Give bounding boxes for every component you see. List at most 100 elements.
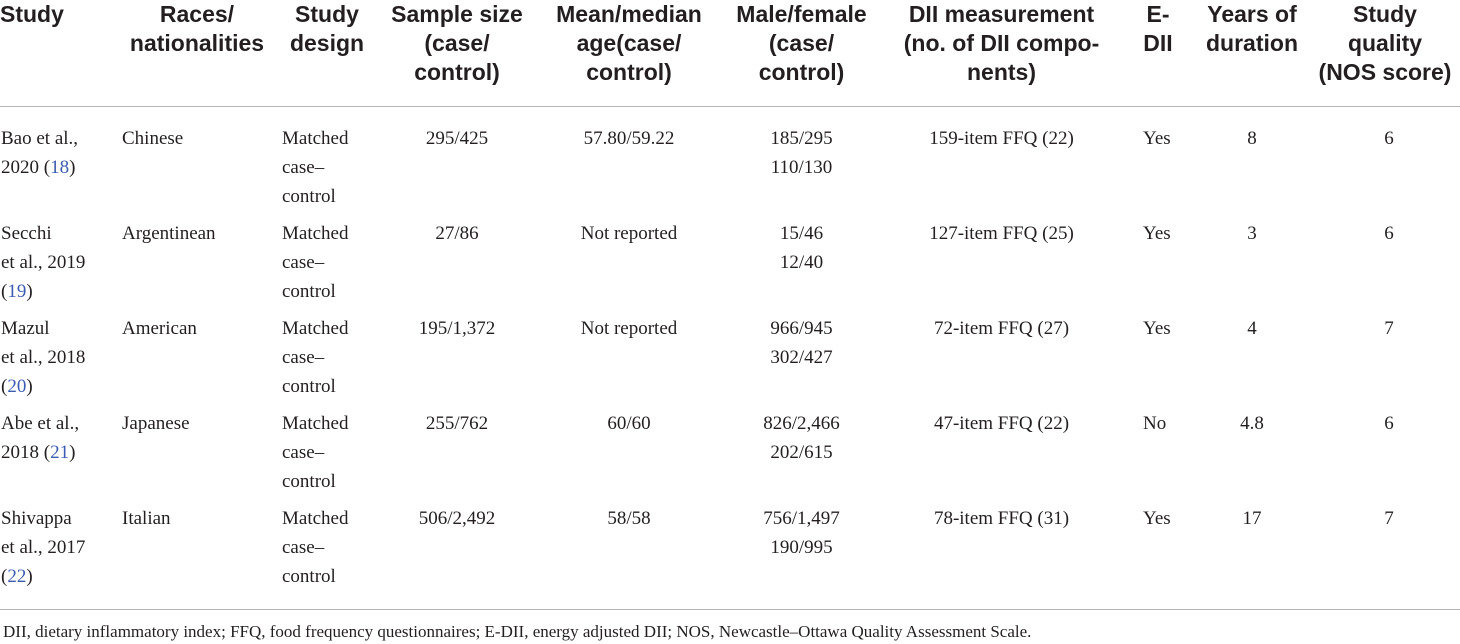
cell-age: Not reported (544, 219, 714, 248)
reference-link[interactable]: 20 (7, 376, 27, 397)
age-value: 57.80/59.22 (583, 128, 675, 149)
sex-value: 12/40 (779, 252, 824, 273)
edii-value: No (1143, 413, 1167, 434)
cell-years: 4.8 (1196, 409, 1308, 438)
reference-link[interactable]: 22 (7, 566, 27, 587)
sample-value: 295/425 (425, 128, 489, 149)
cell-sex: 756/1,497 190/995 (724, 504, 879, 562)
header-line: DII measurement (908, 1, 1095, 27)
sex-value: 15/46 (779, 223, 824, 244)
study-line: (20) (1, 372, 121, 401)
cell-design: Matched case– control (282, 219, 372, 306)
header-line: Sample size (391, 1, 523, 27)
sex-value: 190/995 (770, 537, 833, 558)
header-line: (NOS score) (1318, 59, 1452, 85)
header-line: Study (295, 1, 359, 27)
header-line: nents) (967, 59, 1036, 85)
header-line: Male/female (736, 1, 867, 27)
cell-age: Not reported (544, 314, 714, 343)
header-line: (no. of DII compo- (903, 30, 1100, 56)
cell-quality: 6 (1310, 219, 1460, 248)
sample-value: 195/1,372 (418, 318, 496, 339)
header-line: (case/ (424, 30, 490, 56)
header-line: duration (1206, 30, 1298, 56)
cell-sex: 185/295 110/130 (724, 124, 879, 182)
reference-link[interactable]: 21 (50, 442, 70, 463)
cell-dii: 72-item FFQ (27) (884, 314, 1119, 343)
study-text-close: ) (69, 442, 76, 463)
study-text: Mazul (1, 318, 50, 339)
header-age: Mean/median age(case/control) (544, 0, 714, 87)
reference-link[interactable]: 18 (50, 157, 70, 178)
header-line: nationalities (129, 30, 265, 56)
sex-value: 185/295 (770, 128, 833, 149)
study-text: ( (1, 376, 8, 397)
cell-age: 60/60 (544, 409, 714, 438)
cell-sample: 255/762 (382, 409, 532, 438)
cell-edii: No (1143, 409, 1193, 438)
dii-value: 72-item FFQ (27) (933, 318, 1070, 339)
header-line: DII (1143, 30, 1173, 56)
study-line: Shivappa (1, 504, 121, 533)
cell-races: American (122, 314, 272, 343)
study-text-close: ) (69, 157, 76, 178)
years-value: 4 (1247, 318, 1257, 339)
years-value: 3 (1247, 223, 1257, 244)
dii-value: 47-item FFQ (22) (933, 413, 1070, 434)
cell-sample: 506/2,492 (382, 504, 532, 533)
header-line: quality (1347, 30, 1423, 56)
header-rule (0, 106, 1460, 107)
age-value: 60/60 (607, 413, 651, 434)
cell-study: Shivappa et al., 2017 (22) (1, 504, 121, 591)
design-value: control (282, 186, 336, 207)
header-line: control) (758, 59, 845, 85)
sex-value: 966/945 (770, 318, 833, 339)
cell-design: Matched case– control (282, 314, 372, 401)
study-text: Bao et al., (1, 128, 79, 149)
sex-value: 202/615 (770, 442, 833, 463)
header-years: Years of duration (1196, 0, 1308, 58)
cell-study: Secchi et al., 2019 (19) (1, 219, 121, 306)
cell-races: Japanese (122, 409, 272, 438)
study-line: Secchi (1, 219, 121, 248)
quality-value: 7 (1384, 508, 1394, 529)
cell-quality: 7 (1310, 314, 1460, 343)
header-line: age(case/ (576, 30, 682, 56)
study-text-close: ) (26, 376, 33, 397)
cell-years: 3 (1196, 219, 1308, 248)
age-value: Not reported (580, 223, 678, 244)
dii-value: 159-item FFQ (22) (929, 128, 1074, 149)
study-line: Abe et al., (1, 409, 121, 438)
header-quality: Study quality (NOS score) (1310, 0, 1460, 87)
study-text: Secchi (1, 223, 52, 244)
design-value: Matched (282, 413, 349, 434)
edii-value: Yes (1143, 128, 1171, 149)
design-value: control (282, 376, 336, 397)
header-sample: Sample size (case/control) (382, 0, 532, 87)
design-value: Matched (282, 508, 349, 529)
cell-dii: 127-item FFQ (25) (884, 219, 1119, 248)
header-design: Study design (282, 0, 372, 58)
study-text-close: ) (26, 566, 33, 587)
reference-link[interactable]: 19 (7, 281, 27, 302)
design-value: Matched (282, 318, 349, 339)
study-line: Mazul (1, 314, 121, 343)
study-line: (19) (1, 277, 121, 306)
design-value: case– (282, 157, 325, 178)
cell-sample: 27/86 (382, 219, 532, 248)
study-text: ( (1, 281, 8, 302)
cell-sample: 295/425 (382, 124, 532, 153)
cell-races: Chinese (122, 124, 272, 153)
races-value: Argentinean (122, 223, 216, 244)
header-study: Study (0, 0, 100, 29)
years-value: 8 (1247, 128, 1257, 149)
quality-value: 6 (1384, 223, 1394, 244)
header-line: Mean/median (556, 1, 702, 27)
bottom-rule (0, 609, 1460, 610)
study-line: 2018 (21) (1, 438, 121, 467)
header-line: Years of (1207, 1, 1297, 27)
header-line: control) (586, 59, 672, 85)
study-text: et al., 2017 (1, 537, 86, 558)
years-value: 4.8 (1240, 413, 1264, 434)
cell-design: Matched case– control (282, 124, 372, 211)
